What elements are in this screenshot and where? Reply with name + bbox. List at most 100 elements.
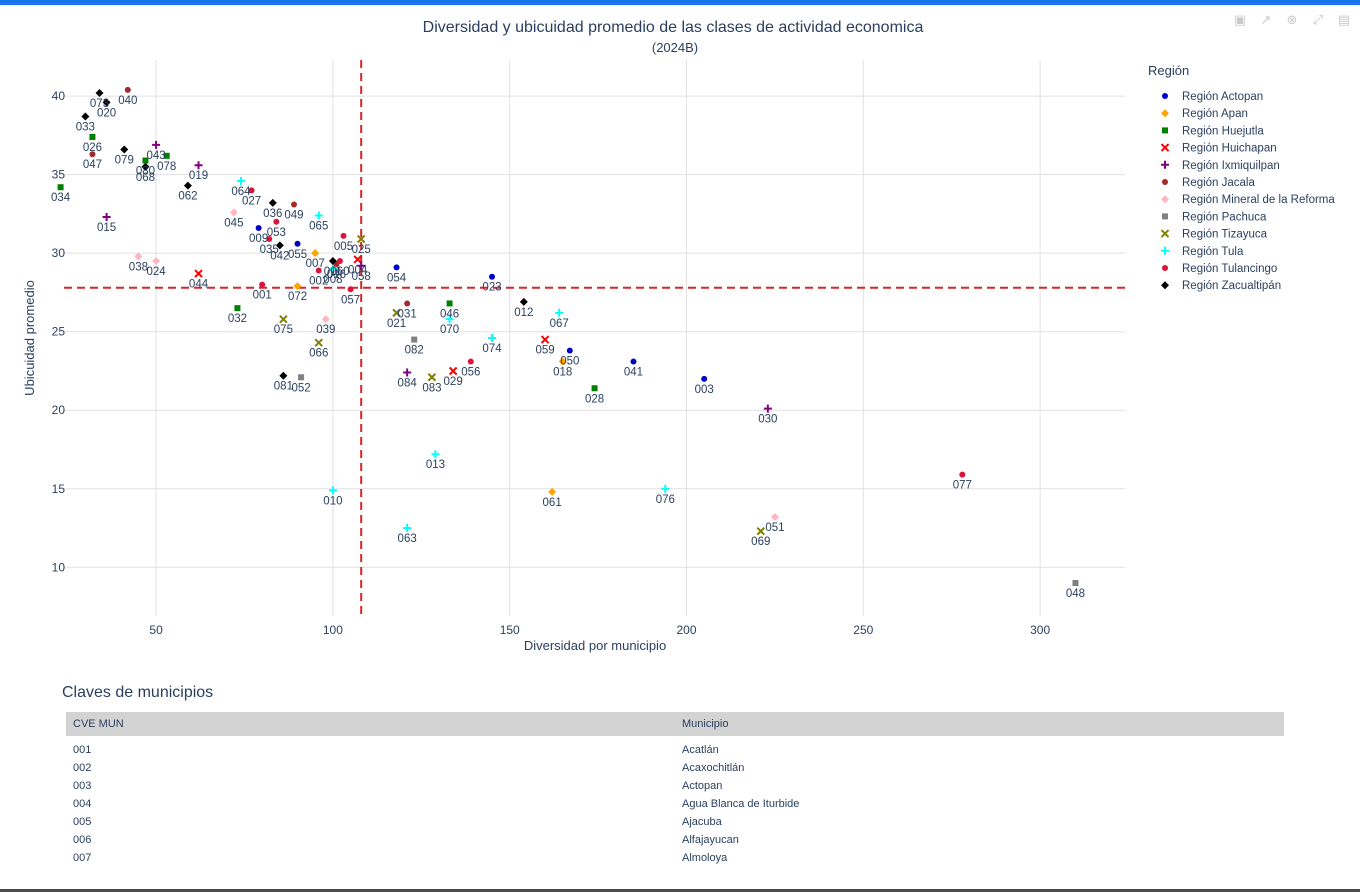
x-tick-label: 150	[500, 623, 520, 637]
legend-item-label[interactable]: Región Ixmiquilpan	[1182, 160, 1280, 172]
point-label-007: 007	[306, 258, 325, 270]
table-row: 002 Acaxochitlán	[66, 759, 1284, 777]
point-label-082: 082	[405, 345, 424, 357]
reset-icon[interactable]: ⊗	[1286, 12, 1298, 27]
y-tick-label: 35	[52, 168, 66, 182]
data-point-046	[446, 300, 453, 307]
data-point-038	[134, 252, 143, 261]
point-label-034: 034	[51, 192, 71, 204]
point-label-027: 027	[242, 195, 261, 207]
point-label-059: 059	[535, 345, 554, 357]
data-point-041	[630, 358, 637, 365]
legend-marker	[1161, 109, 1169, 118]
data-point-047	[89, 151, 96, 158]
point-label-003: 003	[695, 384, 714, 396]
cell-municipio: Almoloya	[682, 852, 728, 864]
data-point-075	[279, 314, 288, 324]
point-label-030: 030	[758, 414, 777, 426]
data-point-080	[142, 157, 149, 164]
point-label-064: 064	[231, 186, 251, 198]
legend-item-label[interactable]: Región Tizayuca	[1182, 229, 1268, 241]
point-label-008: 008	[323, 274, 342, 286]
y-tick-label: 15	[52, 482, 66, 496]
point-label-023: 023	[482, 282, 501, 294]
legend-item-label[interactable]: Región Huichapan	[1182, 143, 1277, 155]
data-point-013	[431, 450, 440, 459]
table-title: Claves de municipios	[62, 684, 214, 701]
legend-item-label[interactable]: Región Mineral de la Reforma	[1182, 194, 1335, 206]
data-point-039	[321, 315, 330, 324]
x-tick-label: 300	[1030, 623, 1050, 637]
data-point-063	[403, 524, 412, 533]
point-label-053: 053	[267, 227, 286, 239]
point-label-056: 056	[461, 367, 480, 379]
point-label-044: 044	[189, 279, 209, 291]
legend-item-label[interactable]: Región Huejutla	[1182, 125, 1264, 137]
point-label-058: 058	[352, 271, 371, 283]
point-label-035: 035	[260, 244, 279, 256]
legend-marker	[1162, 213, 1168, 220]
data-point-081	[279, 371, 288, 380]
legend-marker	[1162, 93, 1168, 99]
point-label-025: 025	[352, 244, 371, 256]
point-label-062: 062	[178, 191, 197, 203]
spike-icon[interactable]: ▤	[1337, 12, 1351, 27]
point-label-072: 072	[288, 291, 307, 303]
data-point-007	[311, 249, 320, 258]
y-tick-label: 30	[52, 246, 66, 260]
point-label-068: 068	[136, 172, 155, 184]
data-point-052	[298, 374, 305, 381]
data-point-011	[328, 257, 337, 266]
table-row: 007 Almoloya	[66, 849, 1284, 867]
camera-icon[interactable]: ▣	[1233, 12, 1247, 27]
autoscale-icon[interactable]: ↗	[1260, 12, 1272, 27]
cell-municipio: Acatlán	[682, 744, 719, 756]
legend-item-label[interactable]: Región Zacualtipán	[1182, 280, 1281, 292]
point-label-041: 041	[624, 367, 643, 379]
data-point-042	[275, 241, 284, 250]
point-label-012: 012	[514, 307, 533, 319]
y-tick-label: 40	[52, 89, 66, 103]
table-row: 004 Agua Blanca de Iturbide	[66, 795, 1284, 813]
table-row: 006 Alfajayucan	[66, 831, 1284, 849]
data-point-002	[315, 267, 322, 274]
point-label-080: 080	[136, 166, 155, 178]
point-label-015: 015	[97, 222, 116, 234]
legend-item-label[interactable]: Región Apan	[1182, 108, 1248, 120]
point-label-040: 040	[118, 95, 137, 107]
data-point-044	[194, 269, 203, 278]
data-point-048	[1072, 580, 1079, 587]
data-point-027	[248, 187, 255, 194]
point-label-013: 013	[426, 459, 445, 471]
legend-item-label[interactable]: Región Actopan	[1182, 91, 1263, 103]
point-label-005: 005	[334, 241, 353, 253]
legend-item-label[interactable]: Región Jacala	[1182, 177, 1255, 189]
data-point-010	[328, 486, 337, 495]
data-point-036	[268, 198, 277, 207]
cell-cve: 006	[73, 834, 92, 846]
x-tick-label: 50	[149, 623, 163, 637]
point-label-004: 004	[348, 264, 368, 276]
data-point-056	[467, 358, 474, 365]
point-label-039: 039	[316, 324, 335, 336]
point-label-063: 063	[398, 533, 417, 545]
point-label-055: 055	[288, 249, 307, 261]
cell-cve: 002	[73, 762, 92, 774]
data-point-018	[558, 357, 567, 366]
point-label-018: 018	[553, 367, 572, 379]
data-point-015	[102, 213, 111, 222]
data-point-070	[445, 315, 454, 324]
point-label-061: 061	[543, 497, 562, 509]
data-point-066	[314, 338, 323, 347]
legend-item-label[interactable]: Región Tula	[1182, 246, 1244, 258]
legend-marker	[1161, 160, 1169, 169]
legend-item-label[interactable]: Región Pachuca	[1182, 211, 1267, 223]
x-tick-label: 250	[853, 623, 873, 637]
legend-item-label[interactable]: Región Tulancingo	[1182, 263, 1277, 275]
point-label-043: 043	[146, 150, 165, 162]
point-label-050: 050	[560, 356, 579, 368]
zoom-icon[interactable]: ⤢	[1312, 12, 1324, 27]
point-label-083: 083	[422, 382, 441, 394]
